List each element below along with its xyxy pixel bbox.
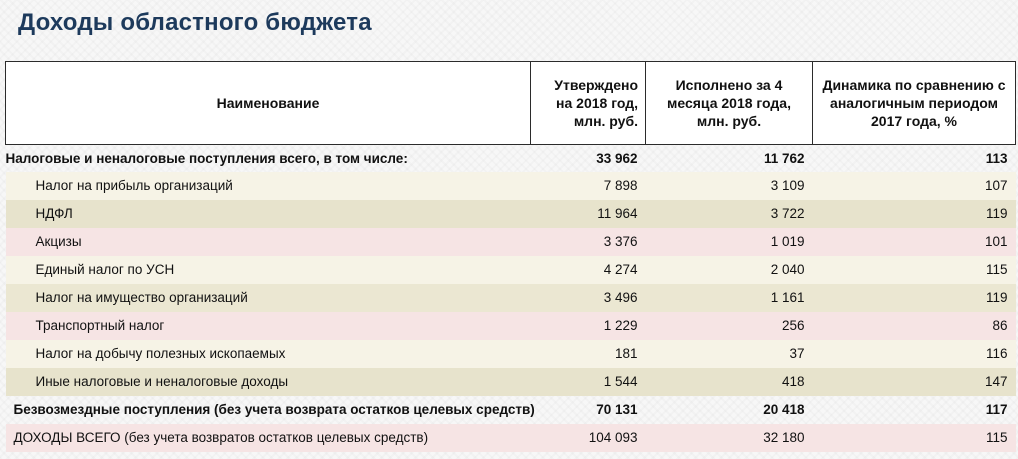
row-dynamics: 117: [985, 402, 1008, 417]
row-approved: 4 274: [530, 255, 646, 284]
row-executed: 37: [645, 339, 813, 368]
row-executed: 3 109: [645, 171, 813, 200]
row-approved: 181: [530, 339, 646, 368]
header-executed: Исполнено за 4 месяца 2018 года, млн. ру…: [645, 61, 813, 145]
row-approved: 104 093: [530, 423, 646, 452]
table-row: НДФЛ 11 964 3 722 119: [5, 199, 1016, 228]
table-row: Налог на прибыль организаций 7 898 3 109…: [5, 171, 1016, 200]
row-approved: 1 229: [530, 311, 646, 340]
table-row: Транспортный налог 1 229 256 86: [5, 311, 1016, 340]
budget-income-table: Наименование Утверждено на 2018 год, млн…: [5, 61, 1016, 452]
row-executed: 418: [645, 367, 813, 396]
row-name: Акцизы: [5, 227, 531, 256]
table-row: Налог на добычу полезных ископаемых 181 …: [5, 339, 1016, 368]
header-dynamics: Динамика по сравнению с аналогичным пери…: [812, 61, 1016, 145]
row-name: НДФЛ: [5, 199, 531, 228]
row-dynamics: 107: [812, 171, 1016, 200]
row-name: Налог на добычу полезных ископаемых: [5, 339, 531, 368]
table-row: Налог на имущество организаций 3 496 1 1…: [5, 283, 1016, 312]
row-approved: 33 962: [596, 150, 638, 166]
row-dynamics: 86: [812, 311, 1016, 340]
row-name: Иные налоговые и неналоговые доходы: [5, 367, 531, 396]
row-approved: 3 376: [530, 227, 646, 256]
row-approved: 1 544: [530, 367, 646, 396]
row-name: Налог на прибыль организаций: [5, 171, 531, 200]
row-executed: 3 722: [645, 199, 813, 228]
row-dynamics: 119: [812, 199, 1016, 228]
table-row: Единый налог по УСН 4 274 2 040 115: [5, 255, 1016, 284]
row-dynamics: 147: [812, 367, 1016, 396]
row-dynamics: 101: [812, 227, 1016, 256]
row-executed: 11 762: [763, 150, 805, 166]
row-approved: 70 131: [596, 402, 638, 417]
table-row: ДОХОДЫ ВСЕГО (без учета возвратов остатк…: [5, 423, 1016, 452]
row-executed: 256: [645, 311, 813, 340]
row-dynamics: 115: [812, 423, 1016, 452]
table-row: Налоговые и неналоговые поступления всег…: [6, 145, 1016, 172]
row-executed: 1 019: [645, 227, 813, 256]
row-dynamics: 115: [812, 255, 1016, 284]
row-name: Безвозмездные поступления (без учета воз…: [13, 402, 535, 417]
row-dynamics: 116: [812, 339, 1016, 368]
row-name: Единый налог по УСН: [5, 255, 531, 284]
header-approved: Утверждено на 2018 год, млн. руб.: [530, 61, 646, 145]
row-executed: 32 180: [645, 423, 813, 452]
row-executed: 1 161: [645, 283, 813, 312]
table-row: Безвозмездные поступления (без учета воз…: [6, 396, 1016, 424]
row-name: Налог на имущество организаций: [5, 283, 531, 312]
table-row: Иные налоговые и неналоговые доходы 1 54…: [5, 367, 1016, 396]
page-title: Доходы областного бюджета: [18, 9, 372, 36]
row-name: ДОХОДЫ ВСЕГО (без учета возвратов остатк…: [5, 423, 531, 452]
row-dynamics: 119: [812, 283, 1016, 312]
table-row: Акцизы 3 376 1 019 101: [5, 227, 1016, 256]
row-name: Транспортный налог: [5, 311, 531, 340]
table-header-row: Наименование Утверждено на 2018 год, млн…: [5, 61, 1016, 145]
row-dynamics: 113: [985, 150, 1008, 166]
row-approved: 3 496: [530, 283, 646, 312]
row-executed: 2 040: [645, 255, 813, 284]
header-name: Наименование: [5, 61, 531, 145]
row-approved: 7 898: [530, 171, 646, 200]
row-approved: 11 964: [530, 199, 646, 228]
row-executed: 20 418: [763, 402, 805, 417]
row-name: Налоговые и неналоговые поступления всег…: [5, 150, 408, 166]
